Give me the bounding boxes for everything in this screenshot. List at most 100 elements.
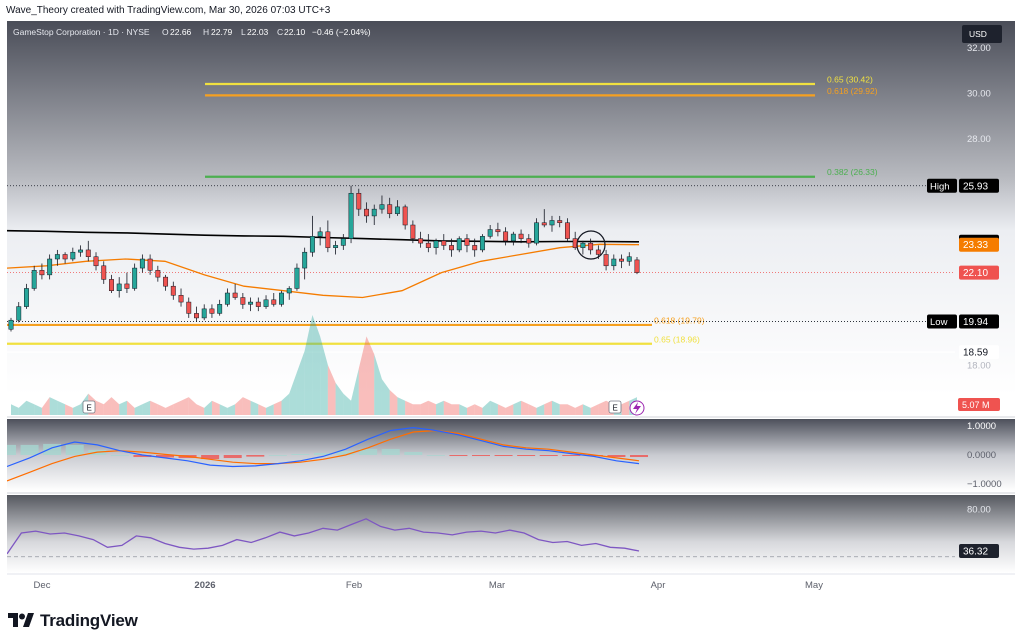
macd-histogram-bar xyxy=(291,453,310,455)
volume-bar xyxy=(150,400,158,415)
lightning-event-icon[interactable] xyxy=(629,400,645,416)
volume-bar xyxy=(490,400,498,415)
candle-body xyxy=(232,292,238,298)
volume-bar xyxy=(513,400,522,415)
volume-bar xyxy=(621,400,630,415)
macd-histogram-bar xyxy=(426,455,445,456)
volume-bar xyxy=(96,400,104,415)
price-label: 19.94 xyxy=(963,317,988,328)
candle-body xyxy=(418,238,424,244)
svg-text:E: E xyxy=(613,404,618,413)
time-tick-label: Apr xyxy=(651,580,666,591)
volume-bar xyxy=(551,400,560,415)
volume-bar xyxy=(227,404,236,415)
volume-last-label: 5.07 M xyxy=(962,400,990,410)
candle-body xyxy=(217,304,223,314)
volume-bar xyxy=(381,379,390,415)
candle-body xyxy=(302,251,308,269)
fib-level-label: 0.382 (26.33) xyxy=(827,167,878,177)
price-axis: 32.0030.0028.0018.00High25.9323.4623.332… xyxy=(927,43,1002,559)
candle-body xyxy=(186,301,192,314)
volume-bar xyxy=(428,400,437,415)
candle-body xyxy=(348,193,354,239)
candle-body xyxy=(611,258,617,267)
earnings-marker-icon[interactable]: E xyxy=(82,400,96,414)
price-label-bg xyxy=(959,265,999,280)
candle-body xyxy=(47,258,53,276)
time-tick-label: May xyxy=(805,580,823,591)
time-tick-label: Dec xyxy=(34,580,51,591)
candle-body xyxy=(279,292,284,305)
price-label-prefix: High xyxy=(930,181,950,192)
macd-histogram-bar xyxy=(20,444,39,455)
volume-bars xyxy=(11,315,637,415)
price-label: 25.93 xyxy=(963,181,988,192)
candle-body xyxy=(70,251,76,260)
volume-bar xyxy=(482,400,491,415)
volume-bar xyxy=(312,315,321,415)
macd-series xyxy=(7,426,648,482)
volume-bar xyxy=(165,404,174,415)
volume-bar xyxy=(72,404,81,415)
volume-last-badge xyxy=(958,398,1000,411)
candle-body xyxy=(333,245,339,248)
macd-tick-label: 1.0000 xyxy=(967,421,996,432)
candle-body xyxy=(309,236,315,253)
ma-long-line xyxy=(7,229,640,243)
volume-bar xyxy=(536,404,545,415)
earnings-marker-icon[interactable]: E xyxy=(608,400,622,414)
volume-bar xyxy=(111,397,120,415)
chart-frame[interactable]: 0.65 (30.42)0.618 (29.92) 0.382 (26.33) 0.… xyxy=(7,21,1015,596)
tradingview-logo-icon xyxy=(8,613,34,627)
time-tick-label: Feb xyxy=(346,580,362,591)
svg-text:22.66: 22.66 xyxy=(170,27,192,37)
candle-body xyxy=(124,283,130,289)
candle-body xyxy=(518,233,524,239)
currency-label: USD xyxy=(969,29,987,39)
rsi-pane[interactable] xyxy=(7,495,1015,573)
volume-bar xyxy=(188,397,197,415)
candle-body xyxy=(387,204,393,214)
candle-body xyxy=(170,285,176,296)
candle-body xyxy=(410,224,416,239)
volume-bar xyxy=(173,400,182,415)
volume-bar xyxy=(49,397,58,415)
candle-body xyxy=(155,270,161,278)
price-label-bg xyxy=(959,178,999,193)
candle-body xyxy=(31,270,37,289)
volume-bar xyxy=(34,404,42,415)
candle-body xyxy=(425,242,431,248)
macd-histogram-bar xyxy=(607,455,626,458)
volume-bar xyxy=(521,400,529,415)
volume-bar xyxy=(235,397,243,415)
macd-histogram-bar xyxy=(517,455,536,457)
tradingview-logo[interactable]: TradingView xyxy=(8,608,138,634)
candle-body xyxy=(194,313,199,319)
volume-bar xyxy=(397,397,406,415)
candle-body xyxy=(626,256,632,262)
volume-bar xyxy=(505,404,514,415)
candle-body xyxy=(85,249,91,257)
candle-body xyxy=(588,242,594,251)
rsi-series xyxy=(7,518,955,558)
currency-button[interactable] xyxy=(962,25,1002,43)
macd-histogram-bar xyxy=(359,448,378,455)
price-label: 18.59 xyxy=(963,348,988,359)
candle-body xyxy=(526,238,532,244)
macd-histogram-bar xyxy=(7,444,16,455)
candle-body xyxy=(495,229,501,233)
rsi-last-bg xyxy=(959,544,999,559)
price-label-bg xyxy=(959,237,999,252)
price-label: 22.10 xyxy=(963,268,988,279)
volume-bar xyxy=(335,382,344,415)
price-label-bg xyxy=(959,314,999,329)
candle-body xyxy=(317,231,323,237)
macd-histogram-bar xyxy=(133,455,152,458)
candle-body xyxy=(16,306,22,321)
svg-text:O: O xyxy=(162,27,169,37)
price-tick-label: 30.00 xyxy=(967,89,991,100)
volume-bar xyxy=(181,397,189,415)
volume-bar xyxy=(134,404,143,415)
volume-bar xyxy=(296,350,305,415)
volume-bar xyxy=(412,404,421,415)
